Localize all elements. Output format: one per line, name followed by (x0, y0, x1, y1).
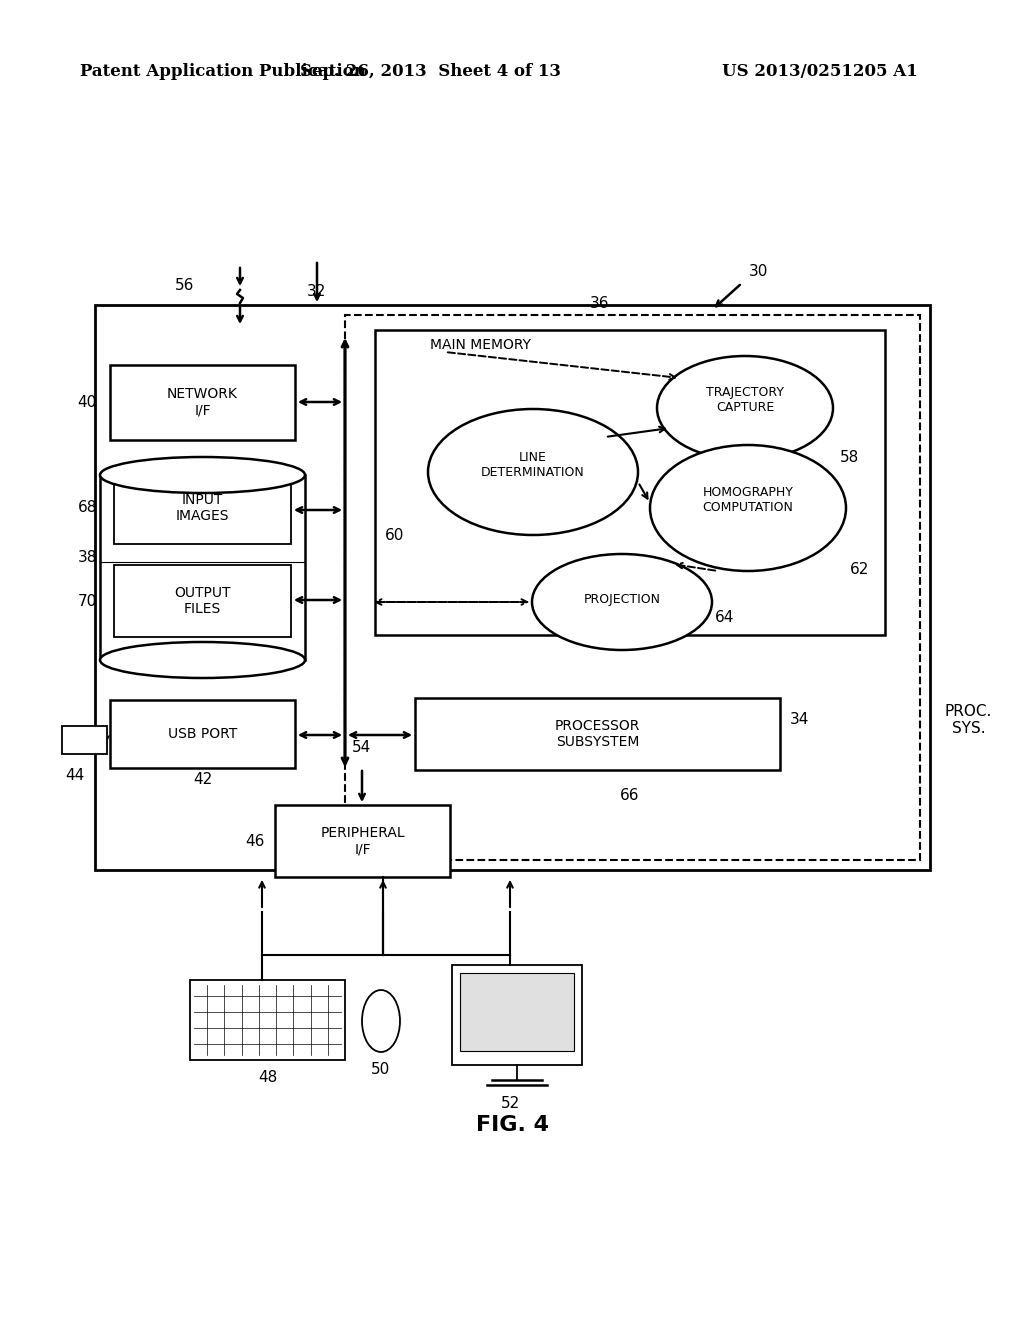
Text: HOMOGRAPHY
COMPUTATION: HOMOGRAPHY COMPUTATION (702, 486, 794, 513)
Text: USB PORT: USB PORT (168, 727, 238, 741)
Bar (452, 965, 582, 1065)
Text: 42: 42 (193, 772, 212, 788)
Text: 30: 30 (749, 264, 768, 280)
Ellipse shape (657, 356, 833, 459)
Text: 60: 60 (385, 528, 404, 543)
Ellipse shape (532, 554, 712, 649)
Bar (375, 330, 885, 635)
Text: US 2013/0251205 A1: US 2013/0251205 A1 (722, 63, 918, 81)
Text: FIG. 4: FIG. 4 (475, 1115, 549, 1135)
Text: 52: 52 (501, 1096, 519, 1110)
Text: 36: 36 (590, 296, 609, 310)
Bar (460, 973, 574, 1051)
Text: PERIPHERAL
I/F: PERIPHERAL I/F (321, 826, 404, 857)
Bar (345, 315, 920, 861)
Text: PROJECTION: PROJECTION (584, 594, 660, 606)
Text: 40: 40 (78, 395, 97, 411)
Text: 70: 70 (78, 594, 97, 609)
Text: Sep. 26, 2013  Sheet 4 of 13: Sep. 26, 2013 Sheet 4 of 13 (299, 63, 560, 81)
Text: PROCESSOR
SUBSYSTEM: PROCESSOR SUBSYSTEM (555, 719, 640, 750)
Text: Patent Application Publication: Patent Application Publication (80, 63, 366, 81)
Ellipse shape (100, 457, 305, 492)
Text: 62: 62 (850, 562, 869, 578)
Ellipse shape (428, 409, 638, 535)
Text: 50: 50 (372, 1063, 390, 1077)
Text: 58: 58 (840, 450, 859, 466)
Text: NETWORK
I/F: NETWORK I/F (167, 387, 238, 417)
Text: 66: 66 (620, 788, 640, 803)
Bar (110, 366, 295, 440)
Ellipse shape (100, 642, 305, 678)
Bar (190, 979, 345, 1060)
Text: 64: 64 (715, 610, 734, 626)
Text: 56: 56 (175, 277, 195, 293)
Text: MAIN MEMORY: MAIN MEMORY (430, 338, 531, 352)
Text: INPUT
IMAGES: INPUT IMAGES (176, 492, 229, 523)
Text: TRAJECTORY
CAPTURE: TRAJECTORY CAPTURE (706, 385, 784, 414)
Text: LINE
DETERMINATION: LINE DETERMINATION (481, 451, 585, 479)
Bar (114, 565, 291, 638)
Text: 48: 48 (258, 1071, 278, 1085)
Ellipse shape (362, 990, 400, 1052)
Text: 38: 38 (78, 550, 97, 565)
Text: PROC.
SYS.: PROC. SYS. (945, 704, 992, 737)
Text: OUTPUT
FILES: OUTPUT FILES (174, 586, 230, 616)
Text: 34: 34 (790, 713, 809, 727)
Bar (95, 305, 930, 870)
Text: 46: 46 (246, 833, 265, 849)
Text: 68: 68 (78, 500, 97, 516)
Bar (62, 726, 106, 754)
Bar (275, 805, 450, 876)
Text: 44: 44 (66, 768, 85, 784)
Text: 54: 54 (352, 741, 372, 755)
Text: 32: 32 (307, 285, 327, 300)
Bar (110, 700, 295, 768)
Ellipse shape (650, 445, 846, 572)
Bar (114, 473, 291, 544)
Bar (415, 698, 780, 770)
